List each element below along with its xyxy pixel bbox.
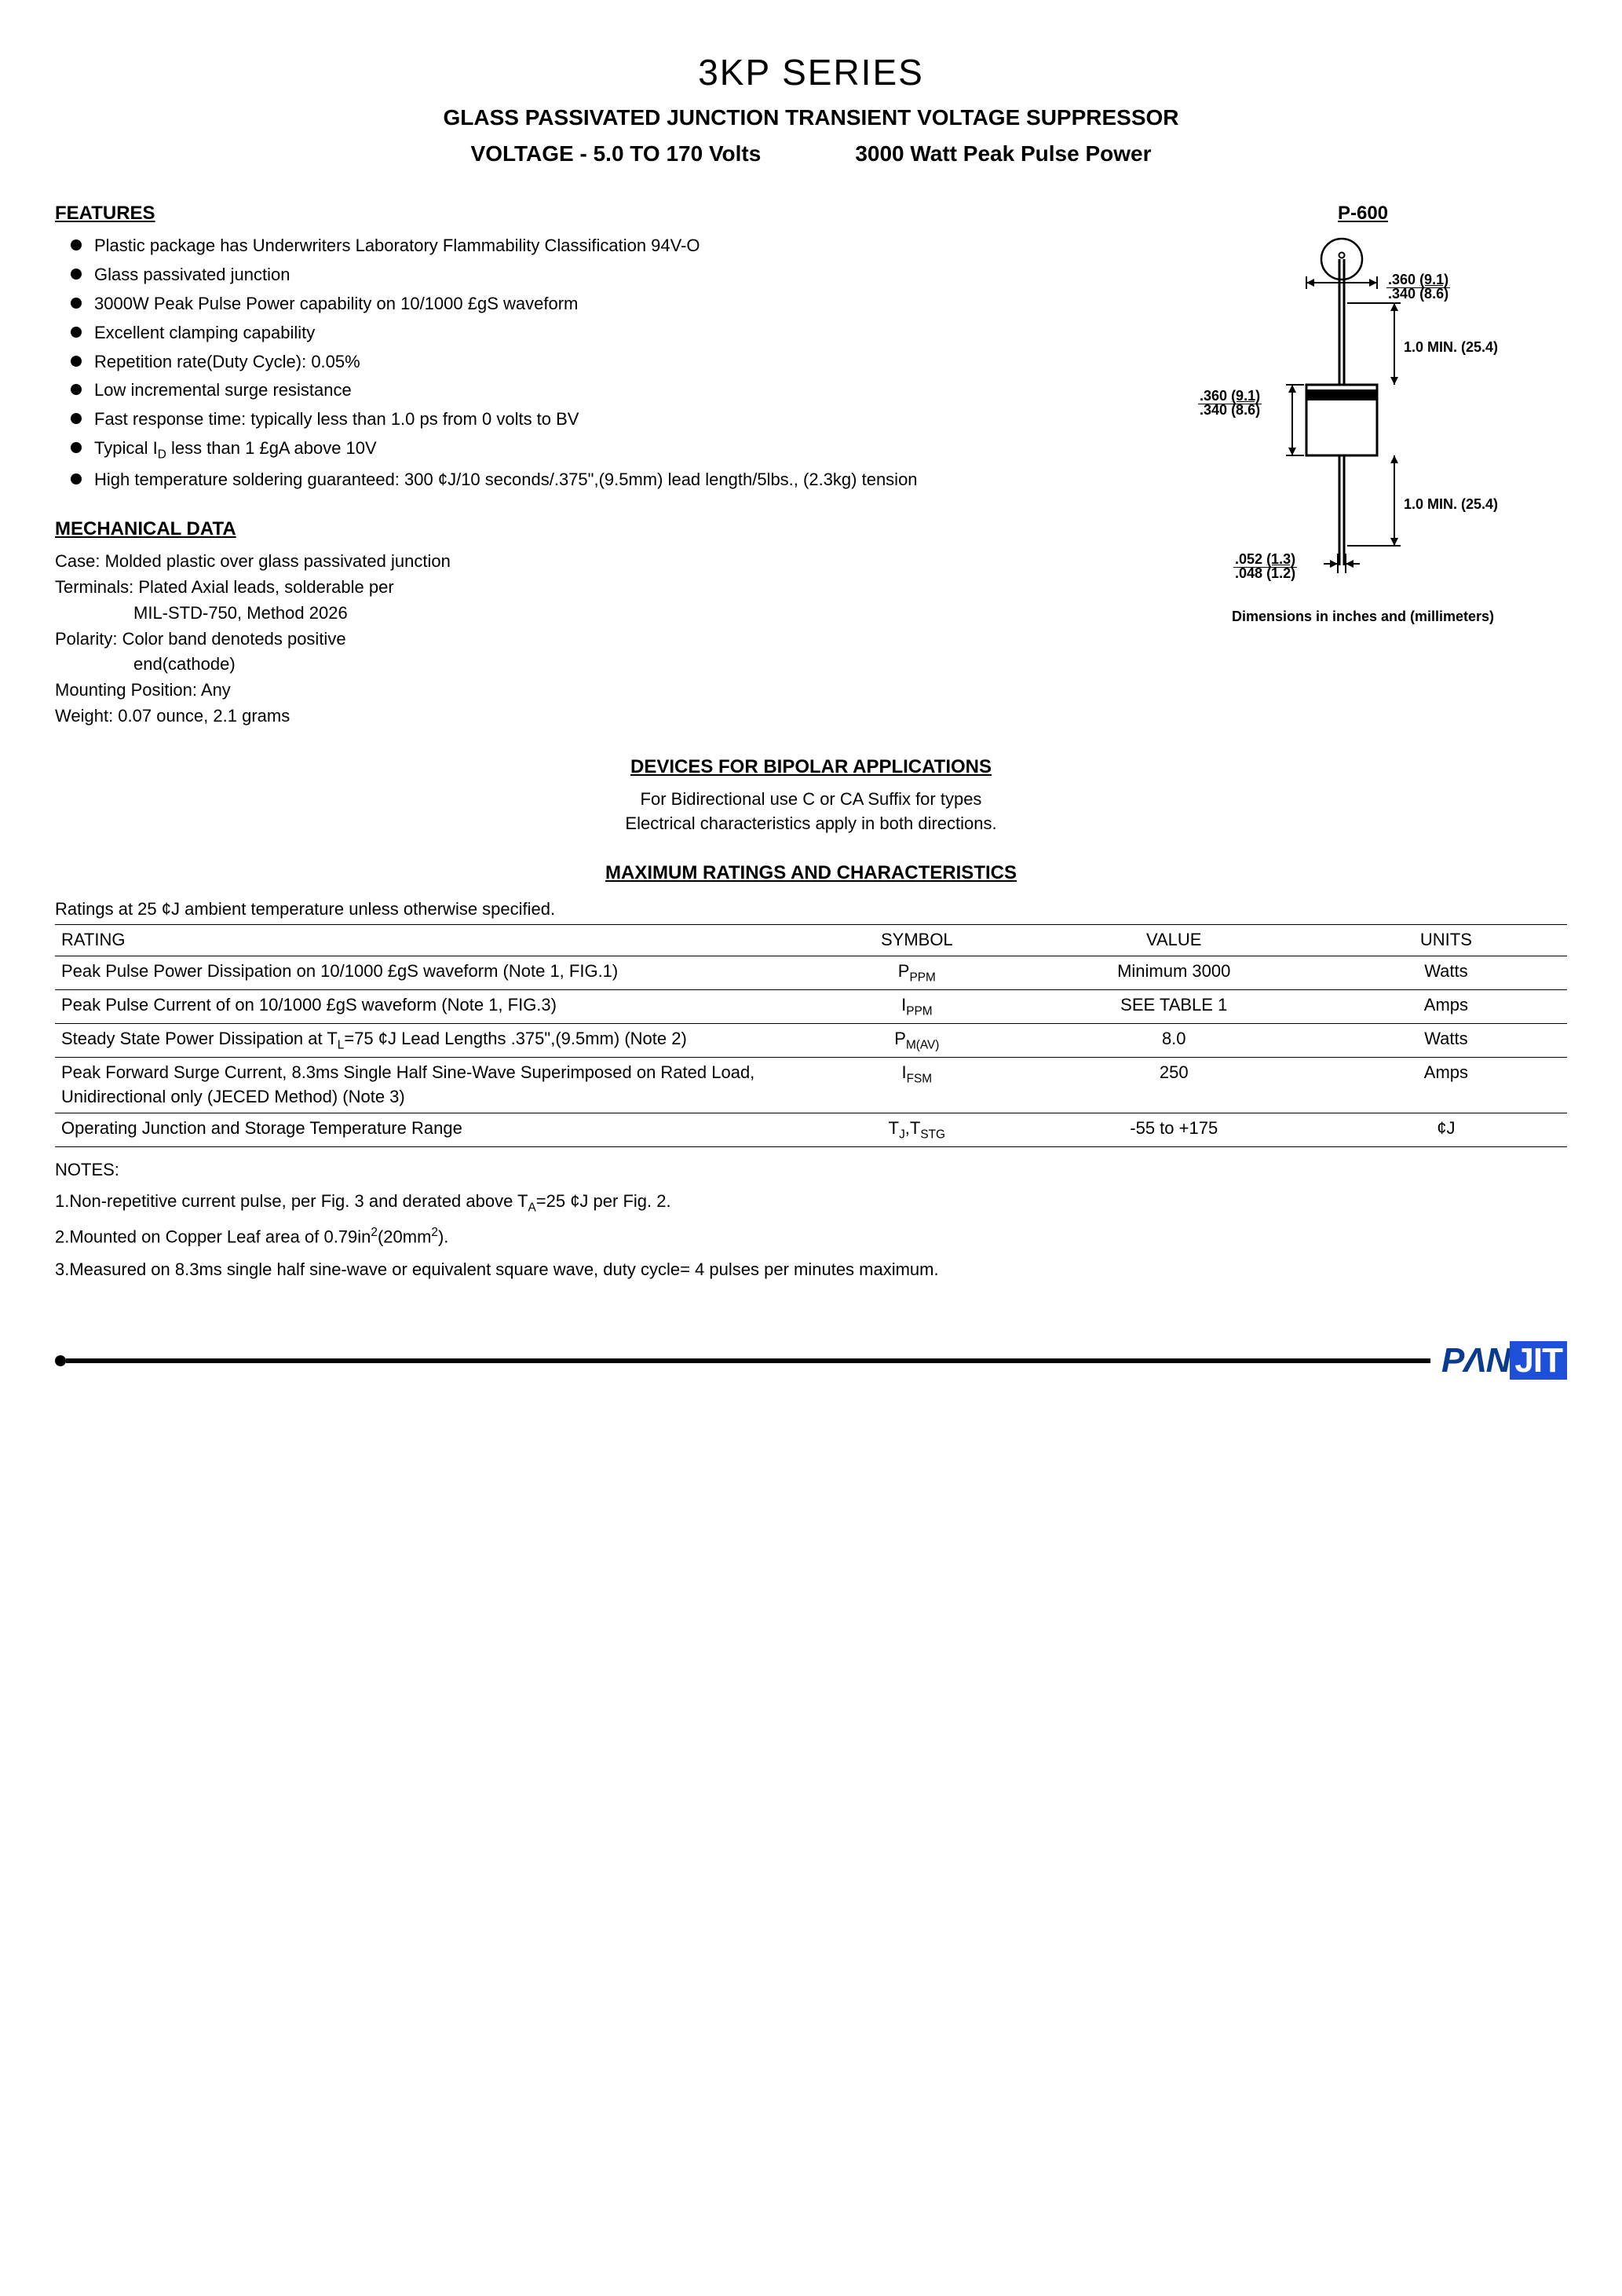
package-label: P-600 — [1159, 200, 1567, 227]
feature-item: 3000W Peak Pulse Power capability on 10/… — [71, 292, 1127, 316]
feature-text: Repetition rate(Duty Cycle): 0.05% — [94, 352, 360, 371]
cell-symbol: PM(AV) — [811, 1024, 1023, 1058]
feature-text: Fast response time: typically less than … — [94, 409, 579, 429]
mech-line: end(cathode) — [55, 653, 1127, 677]
features-heading: FEATURES — [55, 200, 1127, 227]
mech-line: Case: Molded plastic over glass passivat… — [55, 550, 1127, 574]
feature-text: Plastic package has Underwriters Laborat… — [94, 236, 700, 255]
cell-units: Amps — [1325, 1058, 1567, 1113]
note-item: 2.Mounted on Copper Leaf area of 0.79in2… — [55, 1224, 1567, 1249]
title-sub2: VOLTAGE - 5.0 TO 170 Volts 3000 Watt Pea… — [55, 138, 1567, 169]
mechanical-heading: MECHANICAL DATA — [55, 516, 1127, 543]
mech-line: Terminals: Plated Axial leads, solderabl… — [55, 576, 1127, 600]
bipolar-section: DEVICES FOR BIPOLAR APPLICATIONS For Bid… — [55, 754, 1567, 836]
feature-text: Typical ID less than 1 £gA above 10V — [94, 438, 377, 458]
table-row: Operating Junction and Storage Temperatu… — [55, 1113, 1567, 1146]
left-column: FEATURES Plastic package has Underwriter… — [55, 200, 1127, 730]
col-symbol: SYMBOL — [811, 925, 1023, 956]
feature-item: Fast response time: typically less than … — [71, 408, 1127, 432]
table-row: Peak Forward Surge Current, 8.3ms Single… — [55, 1058, 1567, 1113]
cell-rating: Steady State Power Dissipation at TL=75 … — [55, 1024, 811, 1058]
maxratings-heading: MAXIMUM RATINGS AND CHARACTERISTICS — [605, 860, 1017, 887]
table-row: Peak Pulse Current of on 10/1000 £gS wav… — [55, 990, 1567, 1024]
cell-value: 8.0 — [1023, 1024, 1325, 1058]
logo-jit: JIT — [1510, 1341, 1567, 1380]
feature-text: Glass passivated junction — [94, 265, 290, 284]
cell-rating: Peak Pulse Power Dissipation on 10/1000 … — [55, 956, 811, 990]
cell-symbol: PPPM — [811, 956, 1023, 990]
feature-item: Excellent clamping capability — [71, 321, 1127, 345]
maxratings-intro: Ratings at 25 ¢J ambient temperature unl… — [55, 898, 1567, 922]
ratings-table: RATING SYMBOL VALUE UNITS Peak Pulse Pow… — [55, 924, 1567, 1146]
footer-line — [66, 1358, 1430, 1363]
col-rating: RATING — [55, 925, 811, 956]
mech-line: Polarity: Color band denoteds positive — [55, 627, 1127, 652]
mech-line: MIL-STD-750, Method 2026 — [55, 601, 1127, 626]
cell-units: ¢J — [1325, 1113, 1567, 1146]
dim-body-h: .360 (9.1).340 (8.6) — [1198, 389, 1262, 417]
title-sub2-right: 3000 Watt Peak Pulse Power — [855, 138, 1151, 169]
table-row: Peak Pulse Power Dissipation on 10/1000 … — [55, 956, 1567, 990]
feature-item: Repetition rate(Duty Cycle): 0.05% — [71, 350, 1127, 375]
package-column: P-600 — [1159, 200, 1567, 730]
table-header-row: RATING SYMBOL VALUE UNITS — [55, 925, 1567, 956]
cell-value: 250 — [1023, 1058, 1325, 1113]
notes-heading: NOTES: — [55, 1158, 1567, 1183]
feature-text: 3000W Peak Pulse Power capability on 10/… — [94, 294, 578, 313]
title-sub1: GLASS PASSIVATED JUNCTION TRANSIENT VOLT… — [55, 102, 1567, 133]
feature-text: Excellent clamping capability — [94, 323, 315, 342]
title-main: 3KP SERIES — [55, 47, 1567, 97]
feature-item: Glass passivated junction — [71, 263, 1127, 287]
cell-units: Amps — [1325, 990, 1567, 1024]
cell-rating: Peak Pulse Current of on 10/1000 £gS wav… — [55, 990, 811, 1024]
feature-text: Low incremental surge resistance — [94, 380, 352, 400]
feature-item: High temperature soldering guaranteed: 3… — [71, 468, 1127, 492]
col-value: VALUE — [1023, 925, 1325, 956]
title-block: 3KP SERIES GLASS PASSIVATED JUNCTION TRA… — [55, 47, 1567, 169]
cell-value: -55 to +175 — [1023, 1113, 1325, 1146]
footer-dot-icon — [55, 1355, 66, 1366]
bipolar-line1: For Bidirectional use C or CA Suffix for… — [55, 788, 1567, 812]
table-row: Steady State Power Dissipation at TL=75 … — [55, 1024, 1567, 1058]
footer-bar: PΛNJIT — [55, 1336, 1567, 1385]
features-list: Plastic package has Underwriters Laborat… — [55, 234, 1127, 492]
brand-logo: PΛNJIT — [1441, 1336, 1567, 1385]
logo-pan: PΛN — [1441, 1341, 1510, 1380]
cell-symbol: IFSM — [811, 1058, 1023, 1113]
maxratings-heading-wrap: MAXIMUM RATINGS AND CHARACTERISTICS — [55, 860, 1567, 894]
feature-text: High temperature soldering guaranteed: 3… — [94, 470, 918, 489]
cell-units: Watts — [1325, 1024, 1567, 1058]
dim-caption: Dimensions in inches and (millimeters) — [1159, 607, 1567, 627]
package-diagram: .360 (9.1).340 (8.6) 1.0 MIN. (25.4) .36… — [1198, 236, 1528, 585]
title-sub2-left: VOLTAGE - 5.0 TO 170 Volts — [471, 138, 762, 169]
note-item: 1.Non-repetitive current pulse, per Fig.… — [55, 1190, 1567, 1216]
feature-item: Plastic package has Underwriters Laborat… — [71, 234, 1127, 258]
dim-body-w: .360 (9.1).340 (8.6) — [1386, 272, 1450, 301]
mech-line: Mounting Position: Any — [55, 678, 1127, 703]
cell-value: Minimum 3000 — [1023, 956, 1325, 990]
dim-lead-bot: 1.0 MIN. (25.4) — [1404, 497, 1498, 513]
dim-lead-top: 1.0 MIN. (25.4) — [1404, 340, 1498, 356]
cell-rating: Operating Junction and Storage Temperatu… — [55, 1113, 811, 1146]
feature-item: Low incremental surge resistance — [71, 378, 1127, 403]
cell-symbol: IPPM — [811, 990, 1023, 1024]
mech-line: Weight: 0.07 ounce, 2.1 grams — [55, 704, 1127, 729]
cell-rating: Peak Forward Surge Current, 8.3ms Single… — [55, 1058, 811, 1113]
bipolar-line2: Electrical characteristics apply in both… — [55, 812, 1567, 836]
cell-value: SEE TABLE 1 — [1023, 990, 1325, 1024]
dim-lead-dia: .052 (1.3).048 (1.2) — [1233, 552, 1297, 580]
cell-units: Watts — [1325, 956, 1567, 990]
bipolar-heading: DEVICES FOR BIPOLAR APPLICATIONS — [630, 754, 992, 781]
col-units: UNITS — [1325, 925, 1567, 956]
note-item: 3.Measured on 8.3ms single half sine-wav… — [55, 1258, 1567, 1282]
cell-symbol: TJ,TSTG — [811, 1113, 1023, 1146]
feature-item: Typical ID less than 1 £gA above 10V — [71, 437, 1127, 463]
